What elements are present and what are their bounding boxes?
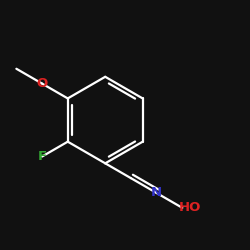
Text: N: N — [151, 186, 162, 200]
Text: HO: HO — [178, 201, 201, 214]
Text: F: F — [38, 150, 47, 163]
Text: O: O — [36, 77, 48, 90]
